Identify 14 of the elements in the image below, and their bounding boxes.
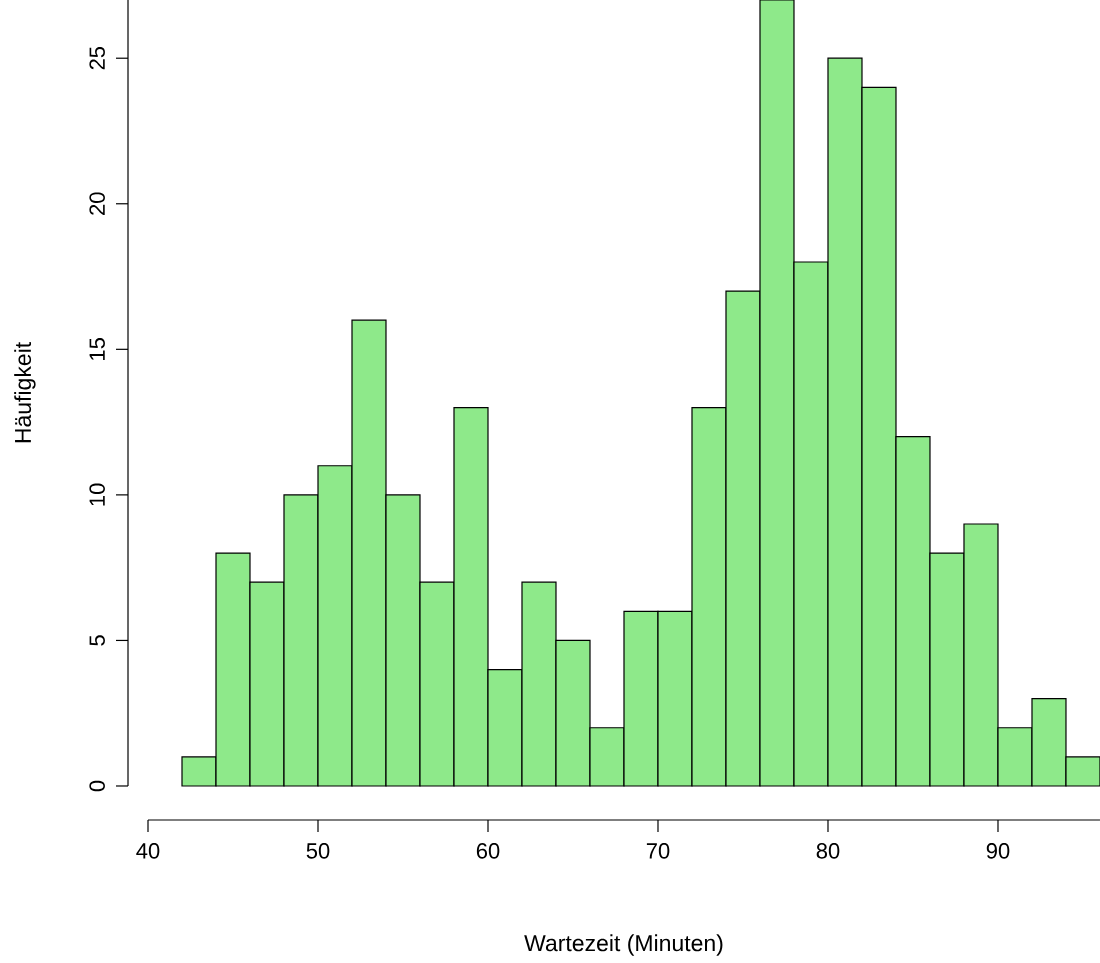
y-tick-label: 0	[89, 780, 105, 792]
y-tick-label: 10	[89, 483, 105, 506]
x-axis-title: Wartezeit (Minuten)	[524, 934, 723, 956]
y-tick-label: 25	[89, 46, 105, 70]
y-tick-label: 20	[89, 192, 105, 215]
x-tick-label: 60	[476, 843, 500, 859]
x-tick-label: 50	[306, 843, 330, 859]
x-tick-label: 70	[646, 843, 670, 859]
x-tick-label: 40	[136, 843, 160, 859]
y-axis-title: Häufigkeit	[14, 342, 36, 443]
y-tick-label: 5	[89, 635, 105, 646]
x-tick-label: 90	[986, 843, 1010, 859]
y-tick-label: 15	[89, 338, 105, 360]
x-tick-label: 80	[816, 843, 840, 859]
